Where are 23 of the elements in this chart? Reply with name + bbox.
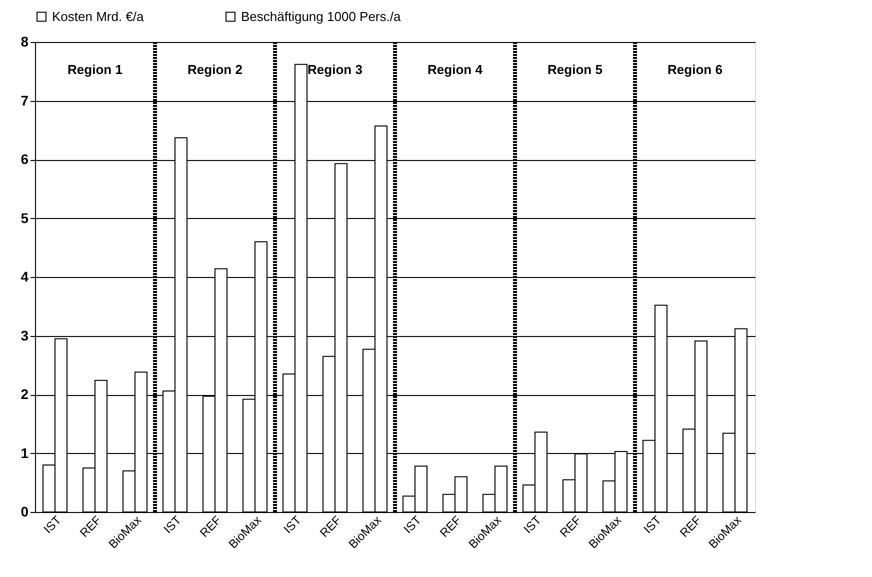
legend-label: Beschäftigung 1000 Pers./a bbox=[241, 8, 402, 24]
y-tick-label: 4 bbox=[20, 268, 29, 284]
legend-label: Kosten Mrd. €/a bbox=[52, 8, 145, 24]
annotation: Region 1 bbox=[68, 62, 122, 78]
x-tick-label: IST bbox=[640, 512, 664, 536]
y-tick-label: 1 bbox=[20, 444, 29, 461]
x-tick-label: IST bbox=[40, 512, 64, 536]
x-tick-label: IST bbox=[280, 512, 304, 536]
annotation: Region 3 bbox=[308, 62, 362, 78]
x-tick-label: IST bbox=[160, 512, 184, 536]
y-tick-label: 0 bbox=[20, 504, 29, 520]
x-tick-label: IST bbox=[520, 512, 544, 536]
y-tick-label: 2 bbox=[20, 386, 29, 402]
annotation: Region 4 bbox=[428, 62, 484, 78]
y-tick-label: 7 bbox=[20, 92, 29, 108]
annotation: Region 2 bbox=[188, 62, 242, 78]
annotation: Region 5 bbox=[548, 62, 602, 78]
y-tick-label: 6 bbox=[20, 151, 29, 167]
x-tick-label: IST bbox=[400, 512, 424, 536]
annotation: Region 6 bbox=[668, 62, 722, 78]
y-tick-label: 8 bbox=[20, 34, 29, 50]
y-tick-label: 3 bbox=[20, 327, 29, 344]
y-tick-label: 5 bbox=[20, 210, 29, 226]
